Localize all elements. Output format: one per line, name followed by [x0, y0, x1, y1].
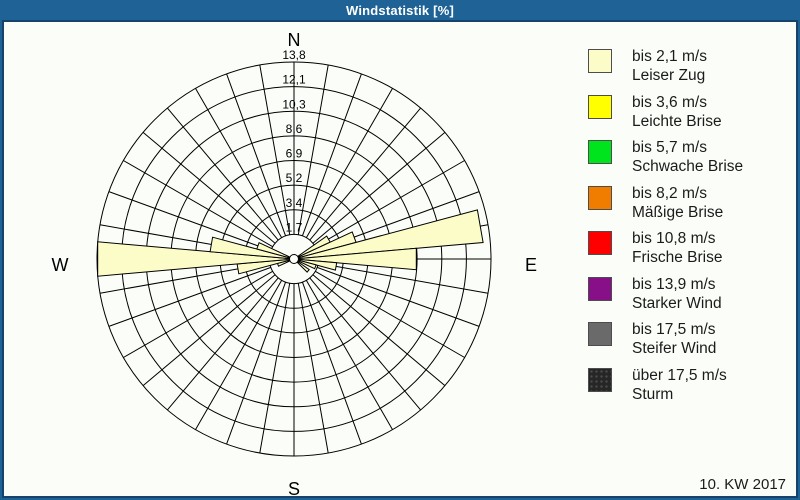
grid-spoke — [195, 88, 283, 238]
legend-name-label: Starker Wind — [632, 294, 722, 312]
legend-text: bis 10,8 m/s Frische Brise — [632, 229, 722, 267]
legend-name-label: Frische Brise — [632, 249, 723, 266]
grid-spoke — [142, 132, 276, 244]
legend-text: bis 5,7 m/s Schwache Brise — [632, 138, 743, 176]
radial-axis-tick-label: 6,9 — [286, 147, 303, 161]
legend-name-label: Sturm — [632, 385, 674, 403]
legend-color-swatch — [588, 231, 612, 255]
compass-label-east: E — [525, 255, 537, 275]
radial-axis-tick-label: 1,7 — [286, 220, 303, 234]
grid-spoke — [318, 262, 489, 294]
grid-spoke — [259, 283, 291, 454]
grid-spoke — [312, 132, 446, 244]
grid-spoke — [259, 64, 291, 235]
grid-spoke — [123, 160, 273, 248]
wind-speed-legend: bis 2,1 m/s Leiser Zug bis 3,6 m/s Leichte … — [4, 22, 796, 496]
wind-petal — [293, 258, 317, 270]
legend-speed-label: bis 8,2 m/s — [632, 184, 707, 202]
legend-text: bis 3,6 m/s Leichte Brise — [632, 93, 722, 131]
radial-axis-tick-label: 10,3 — [282, 97, 306, 111]
legend-text: bis 13,9 m/s Starker Wind — [632, 275, 722, 313]
radial-axis-tick-label: 12,1 — [282, 73, 306, 87]
legend-name-label: Leiser Zug — [632, 67, 706, 84]
legend-color-swatch — [588, 94, 612, 119]
window-titlebar: Windstatistik [%] — [0, 0, 800, 20]
radial-axis-tick-label: 8,6 — [286, 122, 303, 136]
grid-spoke — [167, 107, 279, 241]
radial-axis-labels: 1,7 3,4 5,2 6,9 8,6 10,3 12,1 13,8 — [282, 48, 306, 234]
compass-label-south: S — [288, 479, 300, 499]
grid-spoke — [123, 270, 273, 358]
grid-spoke — [167, 277, 279, 411]
radial-axis-tick-label: 13,8 — [282, 48, 306, 62]
grid-spoke — [316, 266, 480, 327]
wind-petals — [97, 209, 484, 277]
wind-petal — [256, 242, 295, 260]
legend-name-label: Mäßige Brise — [632, 203, 724, 221]
legend-color-swatch — [588, 367, 612, 392]
wind-petal — [293, 258, 310, 273]
rose-center-circle — [289, 254, 299, 264]
legend-name-label: Schwache Brise — [632, 158, 744, 175]
legend-speed-label: bis 13,9 m/s — [632, 275, 716, 293]
grid-spoke — [312, 274, 446, 386]
legend-color-swatch — [588, 322, 612, 346]
grid-spoke — [108, 266, 272, 327]
grid-spoke — [309, 107, 421, 241]
legend-color-swatch — [588, 276, 612, 301]
grid-spoke — [195, 280, 283, 430]
legend-color-swatch — [588, 140, 612, 164]
calendar-week-label: 10. KW 2017 — [699, 476, 786, 493]
legend-name-label: Steifer Wind — [632, 340, 717, 357]
legend-speed-label: bis 2,1 m/s — [632, 48, 707, 65]
grid-spoke — [297, 283, 329, 454]
legend-text: bis 8,2 m/s Mäßige Brise — [632, 184, 723, 222]
wind-petal — [97, 241, 295, 277]
legend-text: bis 17,5 m/s Steifer Wind — [632, 320, 716, 358]
radial-axis-tick-label: 5,2 — [286, 171, 303, 185]
grid-spoke — [315, 160, 465, 248]
chart-area: 1,7 3,4 5,2 6,9 8,6 10,3 12,1 13,8 N S W E bis 2,1 … — [2, 20, 798, 499]
radial-axis-tick-label: 3,4 — [286, 196, 303, 210]
legend-name-label: Leichte Brise — [632, 112, 722, 130]
grid-spoke — [315, 270, 465, 358]
grid-spoke — [142, 274, 276, 386]
grid-spoke — [305, 280, 393, 430]
legend-text: bis 2,1 m/s Leiser Zug — [632, 47, 707, 85]
grid-spoke — [226, 73, 287, 237]
grid-spoke — [309, 277, 421, 411]
legend-speed-label: bis 10,8 m/s — [632, 230, 716, 247]
legend-speed-label: bis 3,6 m/s — [632, 93, 707, 111]
grid-spoke — [305, 88, 393, 238]
grid-spoke — [301, 73, 362, 237]
grid-spoke — [297, 64, 329, 235]
compass-labels: N S W E — [52, 30, 538, 499]
compass-label-west: W — [52, 255, 69, 275]
legend-speed-label: bis 5,7 m/s — [632, 139, 707, 156]
legend-color-swatch — [588, 185, 612, 210]
grid-spoke — [301, 281, 362, 445]
legend-speed-label: bis 17,5 m/s — [632, 321, 716, 338]
window-title: Windstatistik [%] — [345, 2, 454, 18]
legend-text: über 17,5 m/s Sturm — [632, 366, 727, 404]
legend-speed-label: über 17,5 m/s — [632, 366, 727, 384]
wind-petal — [293, 247, 417, 271]
legend-color-swatch — [588, 49, 612, 73]
compass-label-north: N — [288, 30, 301, 50]
grid-spoke — [108, 191, 272, 252]
grid-spoke — [226, 281, 287, 445]
